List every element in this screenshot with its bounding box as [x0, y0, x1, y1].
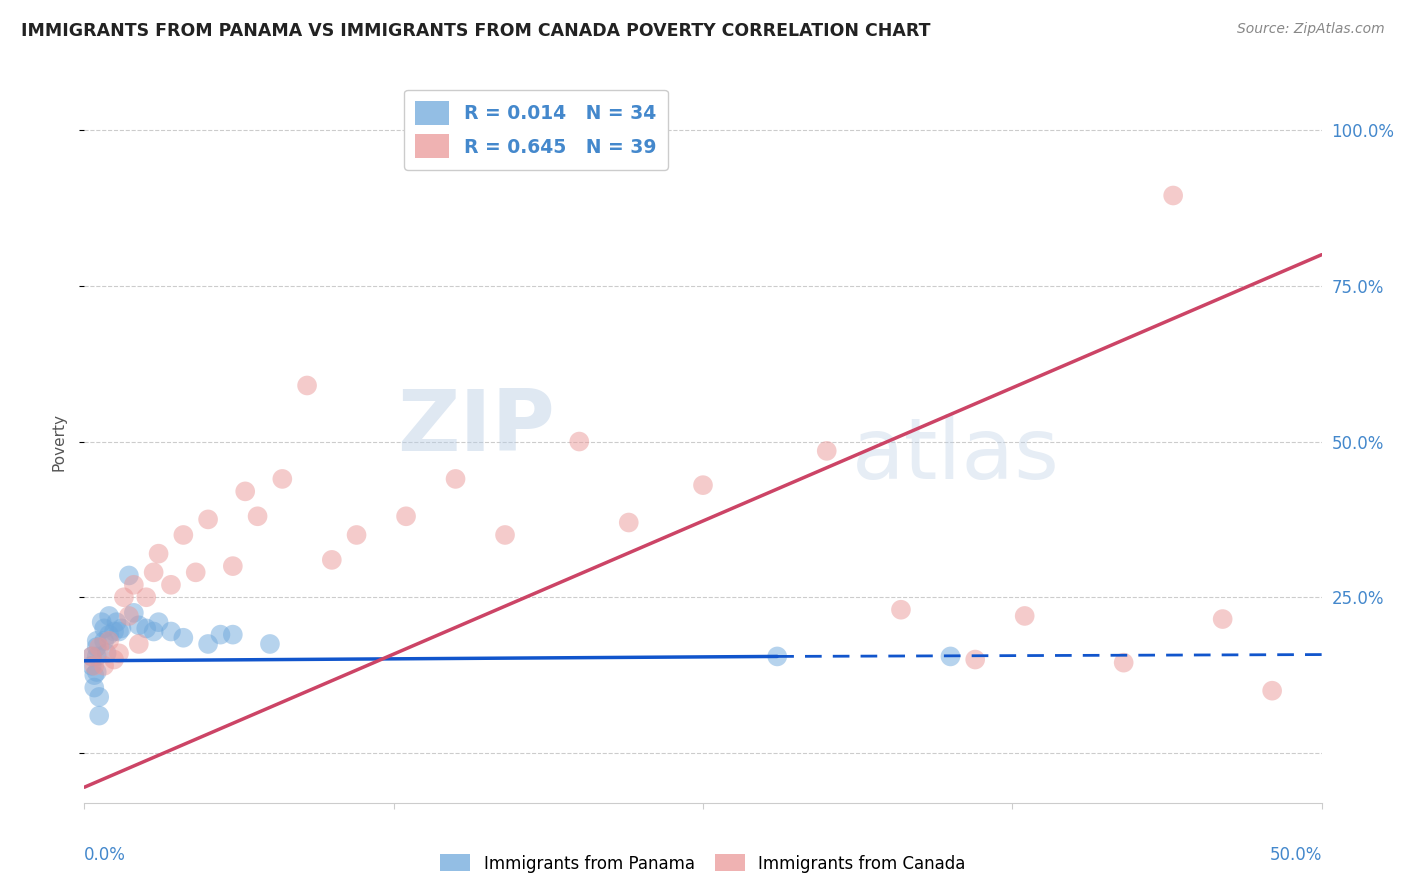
Point — [112, 591, 135, 605]
Legend: R = 0.014   N = 34, R = 0.645   N = 39: R = 0.014 N = 34, R = 0.645 N = 39 — [404, 90, 668, 169]
Point — [172, 528, 194, 542]
Point — [1261, 683, 1284, 698]
Point — [128, 618, 150, 632]
Text: IMMIGRANTS FROM PANAMA VS IMMIGRANTS FROM CANADA POVERTY CORRELATION CHART: IMMIGRANTS FROM PANAMA VS IMMIGRANTS FRO… — [21, 22, 931, 40]
Point — [939, 649, 962, 664]
Point — [89, 690, 111, 704]
Point — [692, 478, 714, 492]
Point — [80, 649, 103, 664]
Point — [93, 621, 115, 635]
Point — [222, 627, 245, 641]
Text: Source: ZipAtlas.com: Source: ZipAtlas.com — [1237, 22, 1385, 37]
Point — [108, 646, 131, 660]
Point — [128, 637, 150, 651]
Point — [233, 484, 256, 499]
Point — [96, 646, 118, 660]
Point — [444, 472, 467, 486]
Point — [172, 631, 194, 645]
Point — [80, 649, 103, 664]
Point — [568, 434, 591, 449]
Point — [197, 512, 219, 526]
Point — [965, 652, 987, 666]
Text: 0.0%: 0.0% — [84, 847, 127, 864]
Point — [346, 528, 368, 542]
Point — [83, 681, 105, 695]
Point — [98, 633, 121, 648]
Point — [271, 472, 294, 486]
Point — [83, 668, 105, 682]
Point — [89, 640, 111, 654]
Point — [184, 566, 207, 580]
Point — [259, 637, 281, 651]
Point — [1161, 188, 1184, 202]
Point — [105, 615, 128, 630]
Point — [148, 615, 170, 630]
Point — [1014, 609, 1036, 624]
Point — [110, 621, 132, 635]
Point — [160, 624, 183, 639]
Point — [86, 665, 108, 679]
Point — [118, 568, 141, 582]
Point — [86, 640, 108, 654]
Point — [122, 606, 145, 620]
Point — [80, 658, 103, 673]
Y-axis label: Poverty: Poverty — [51, 412, 66, 471]
Point — [1112, 656, 1135, 670]
Point — [86, 633, 108, 648]
Point — [142, 624, 165, 639]
Point — [160, 578, 183, 592]
Point — [321, 553, 343, 567]
Point — [98, 609, 121, 624]
Point — [135, 591, 157, 605]
Point — [148, 547, 170, 561]
Point — [815, 443, 838, 458]
Text: atlas: atlas — [852, 415, 1060, 498]
Point — [246, 509, 269, 524]
Point — [135, 621, 157, 635]
Point — [90, 615, 112, 630]
Text: 50.0%: 50.0% — [1270, 847, 1322, 864]
Point — [86, 649, 108, 664]
Point — [222, 559, 245, 574]
Point — [494, 528, 516, 542]
Point — [89, 708, 111, 723]
Point — [103, 624, 125, 639]
Point — [197, 637, 219, 651]
Point — [1212, 612, 1234, 626]
Point — [395, 509, 418, 524]
Point — [93, 633, 115, 648]
Point — [295, 378, 318, 392]
Point — [766, 649, 789, 664]
Point — [122, 578, 145, 592]
Point — [617, 516, 640, 530]
Legend: Immigrants from Panama, Immigrants from Canada: Immigrants from Panama, Immigrants from … — [434, 847, 972, 880]
Point — [83, 658, 105, 673]
Point — [890, 603, 912, 617]
Point — [103, 652, 125, 666]
Point — [93, 658, 115, 673]
Point — [118, 609, 141, 624]
Point — [209, 627, 232, 641]
Text: ZIP: ZIP — [396, 385, 554, 468]
Point — [98, 627, 121, 641]
Point — [142, 566, 165, 580]
Point — [108, 624, 131, 639]
